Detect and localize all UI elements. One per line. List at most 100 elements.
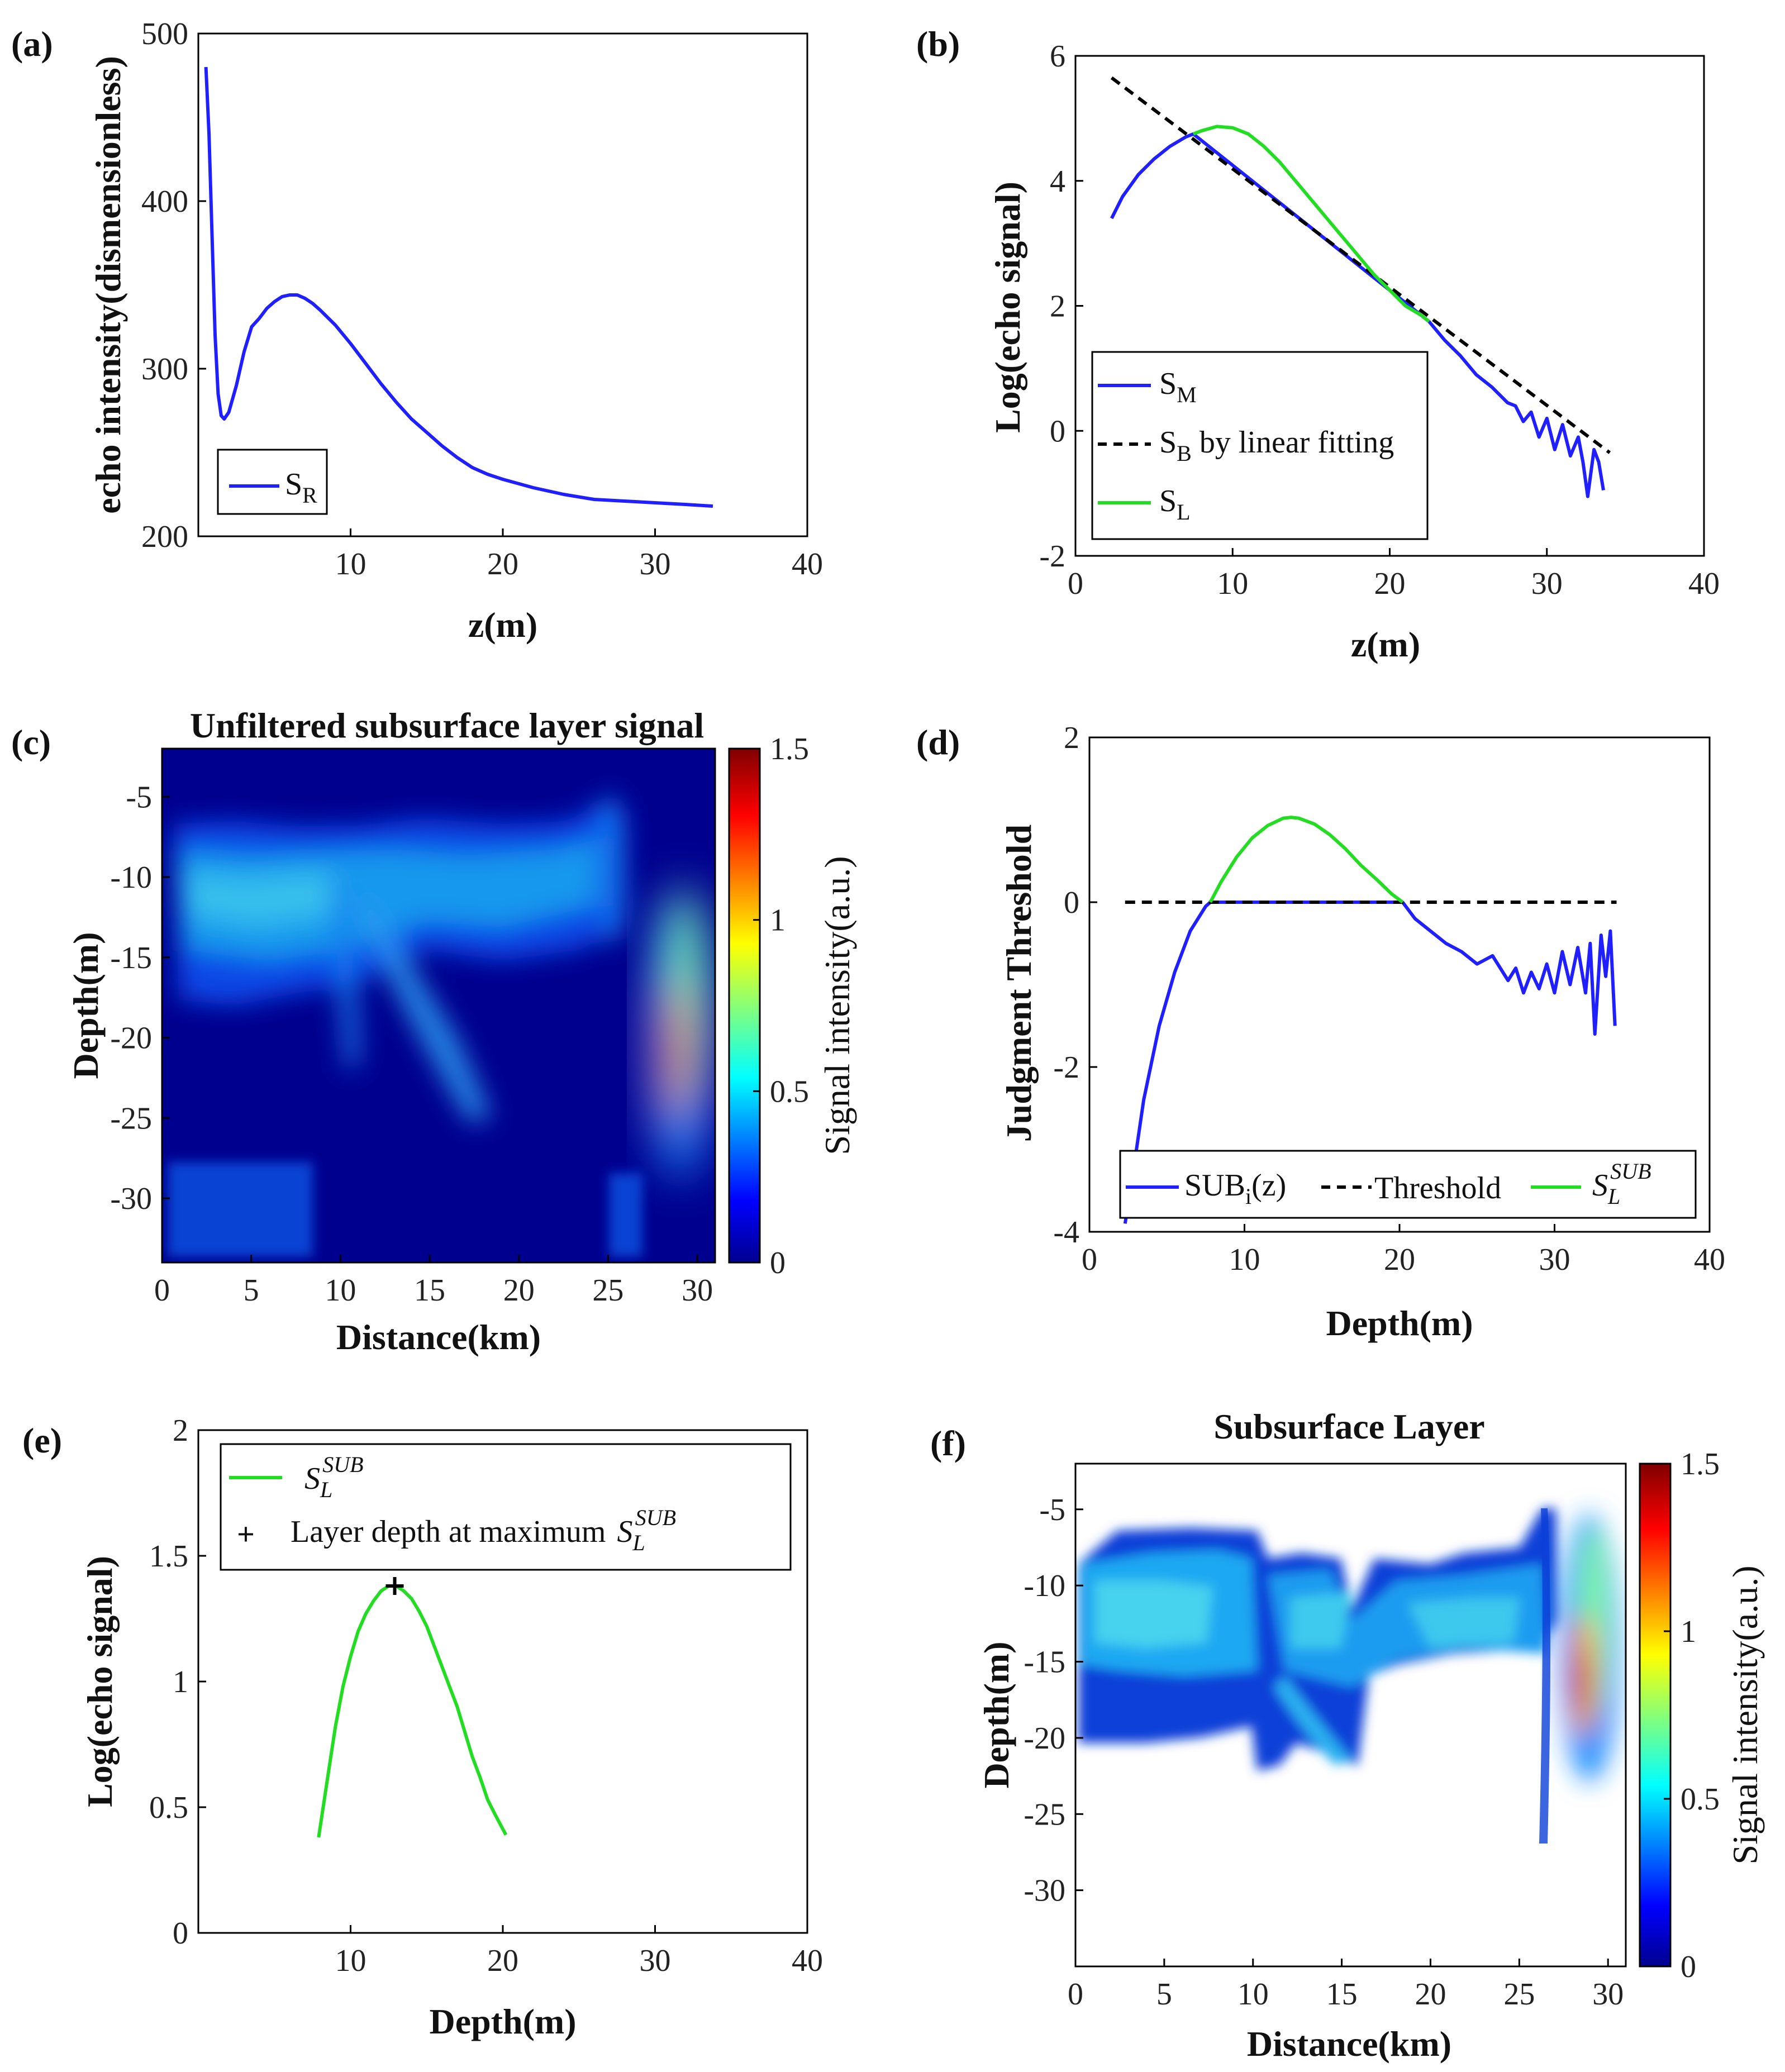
legend-entry-b-sb: SB by linear fitting [1159,425,1394,466]
panel-e: (e) 10 20 30 40 0 0.5 1 1.5 2 Depth(m) Log(echo … [22,1413,823,2041]
x-tick-label: 30 [1531,566,1563,601]
x-tick-label: 10 [1229,1242,1260,1277]
x-tick-label: 5 [1156,1977,1172,2012]
x-tick-label: 20 [1415,1977,1446,2012]
heatmap-image-c [162,749,715,1263]
colorbar-ticks-f: 0 0.5 1 1.5 [1664,1447,1720,1984]
legend-swatch-e-plus: + [237,1517,255,1552]
legend-entry-a-sr: SR [285,467,317,508]
colorbar-tick-label: 1.5 [1681,1447,1720,1482]
panel-label-b: (b) [916,24,960,64]
x-tick-label: 0 [1082,1242,1097,1277]
axes-frame-c [161,747,716,1264]
x-tick-label: 10 [325,1273,356,1308]
colorbar-f: 0 0.5 1 1.5 Signal intensity(a.u.) [1639,1447,1765,1984]
y-tick-label: -5 [126,780,152,814]
panel-label-d: (d) [916,722,960,762]
series-line-e-0 [317,1584,508,1838]
legend-entry-d-sub: SUBi(z) [1184,1168,1286,1209]
heatmap-edge-f [1539,1508,1550,1844]
y-axis-label-e: Log(echo signal) [80,1556,120,1807]
x-tick-label: 15 [1326,1977,1358,2012]
legend-e: SLSUB + Layer depth at maximum SLSUB [220,1443,792,1571]
panel-label-f: (f) [930,1423,966,1463]
colorbar-tick-label: 0.5 [770,1074,809,1109]
y-tick-label: -25 [110,1101,152,1136]
panel-label-e: (e) [22,1421,62,1460]
series-line-b-2 [1192,125,1430,323]
series-line-b-0 [1110,132,1605,498]
x-axis-label-d: Depth(m) [1326,1303,1473,1343]
x-tick-label: 20 [503,1273,535,1308]
y-tick-label: -20 [1024,1721,1065,1756]
y-tick-label: 1 [173,1665,188,1699]
x-tick-label: 10 [1237,1977,1269,2012]
plot-lines-b [1110,76,1611,498]
x-axis-label-b: z(m) [1351,625,1420,664]
x-tick-label: 20 [487,547,518,582]
x-tick-label: 40 [792,547,823,582]
ticks-e: 10 20 30 40 0 0.5 1 1.5 2 [149,1413,823,1978]
x-tick-label: 0 [154,1273,170,1308]
heatmap-image-f [1075,1464,1626,1966]
y-tick-label: -15 [110,941,152,975]
x-tick-label: 30 [1539,1242,1570,1277]
x-tick-label: 30 [640,1944,671,1978]
legend-entry-d-threshold: Threshold [1374,1171,1501,1206]
legend-a: SR [217,449,328,515]
x-tick-label: 40 [792,1944,823,1978]
y-axis-label-f: Depth(m) [977,1641,1016,1788]
y-tick-label: 0 [1064,885,1079,920]
ticks-c: 0 5 10 15 20 25 30 -5 -10 -15 -20 -25 -30 [110,780,713,1308]
plot-lines-a [204,66,713,508]
y-tick-label: 500 [141,17,188,51]
heatmap-noise-c [168,1162,642,1257]
legend-entry-e-slsub: SLSUB [304,1452,364,1502]
legend-b: SM SB by linear fitting SL [1091,351,1429,540]
legend-box-a [217,449,328,515]
x-tick-label: 30 [640,547,671,582]
x-tick-label: 10 [335,547,366,582]
y-axis-label-d: Judgment Threshold [999,825,1039,1142]
y-tick-label: -30 [1024,1874,1065,1908]
colorbar-c: 0 0.5 1 1.5 Signal intensity(a.u.) [728,732,857,1280]
x-tick-label: 20 [487,1944,518,1978]
colorbar-label-f: Signal intensity(a.u.) [1725,1565,1765,1864]
panel-f: (f) Subsurface Layer 0 5 10 15 20 25 30-5- [930,1407,1765,2064]
y-tick-label: -10 [110,860,152,895]
heatmap-signal-c [173,793,626,1123]
x-axis-label-f: Distance(km) [1247,2024,1451,2064]
y-tick-label: -25 [1024,1797,1065,1832]
panel-label-a: (a) [11,24,53,64]
y-tick-label: 300 [141,352,188,387]
x-tick-label: 25 [1503,1977,1535,2012]
colorbar-tick-label: 1.5 [770,732,809,766]
x-tick-label: 30 [1592,1977,1624,2012]
series-line-d-0 [1123,901,1617,1224]
colorbar-ticks-c: 0 0.5 1 1.5 [753,732,809,1280]
x-axis-label-e: Depth(m) [429,2002,576,2041]
ticks-f: 0 5 10 15 20 25 30 -5 -10 -15 -20 -25 -30 [1024,1493,1624,2012]
y-tick-label: -10 [1024,1569,1065,1603]
y-tick-label: -20 [110,1021,152,1056]
y-tick-label: -5 [1039,1493,1065,1527]
legend-box-e [220,1443,792,1571]
colorbar-label-c: Signal intensity(a.u.) [817,856,857,1155]
colorbar-gradient-f [1639,1463,1672,1968]
y-tick-label: 2 [1050,289,1065,324]
colorbar-gradient-c [728,747,761,1264]
plot-lines-e [317,1577,508,1838]
x-tick-label: 30 [682,1273,713,1308]
axes-frame-f [1074,1463,1627,1968]
series-line-d-2 [1208,816,1404,904]
y-tick-label: 2 [173,1413,188,1448]
legend-entry-e-layer: Layer depth at maximum SLSUB [291,1505,676,1555]
legend-box-d [1119,1150,1697,1219]
chart-title-f: Subsurface Layer [1213,1407,1484,1446]
x-axis-label-c: Distance(km) [336,1317,541,1357]
legend-entry-b-sl: SL [1159,484,1191,525]
y-tick-label: 0 [1050,414,1065,449]
x-tick-label: 25 [592,1273,623,1308]
y-tick-label: 200 [141,520,188,554]
